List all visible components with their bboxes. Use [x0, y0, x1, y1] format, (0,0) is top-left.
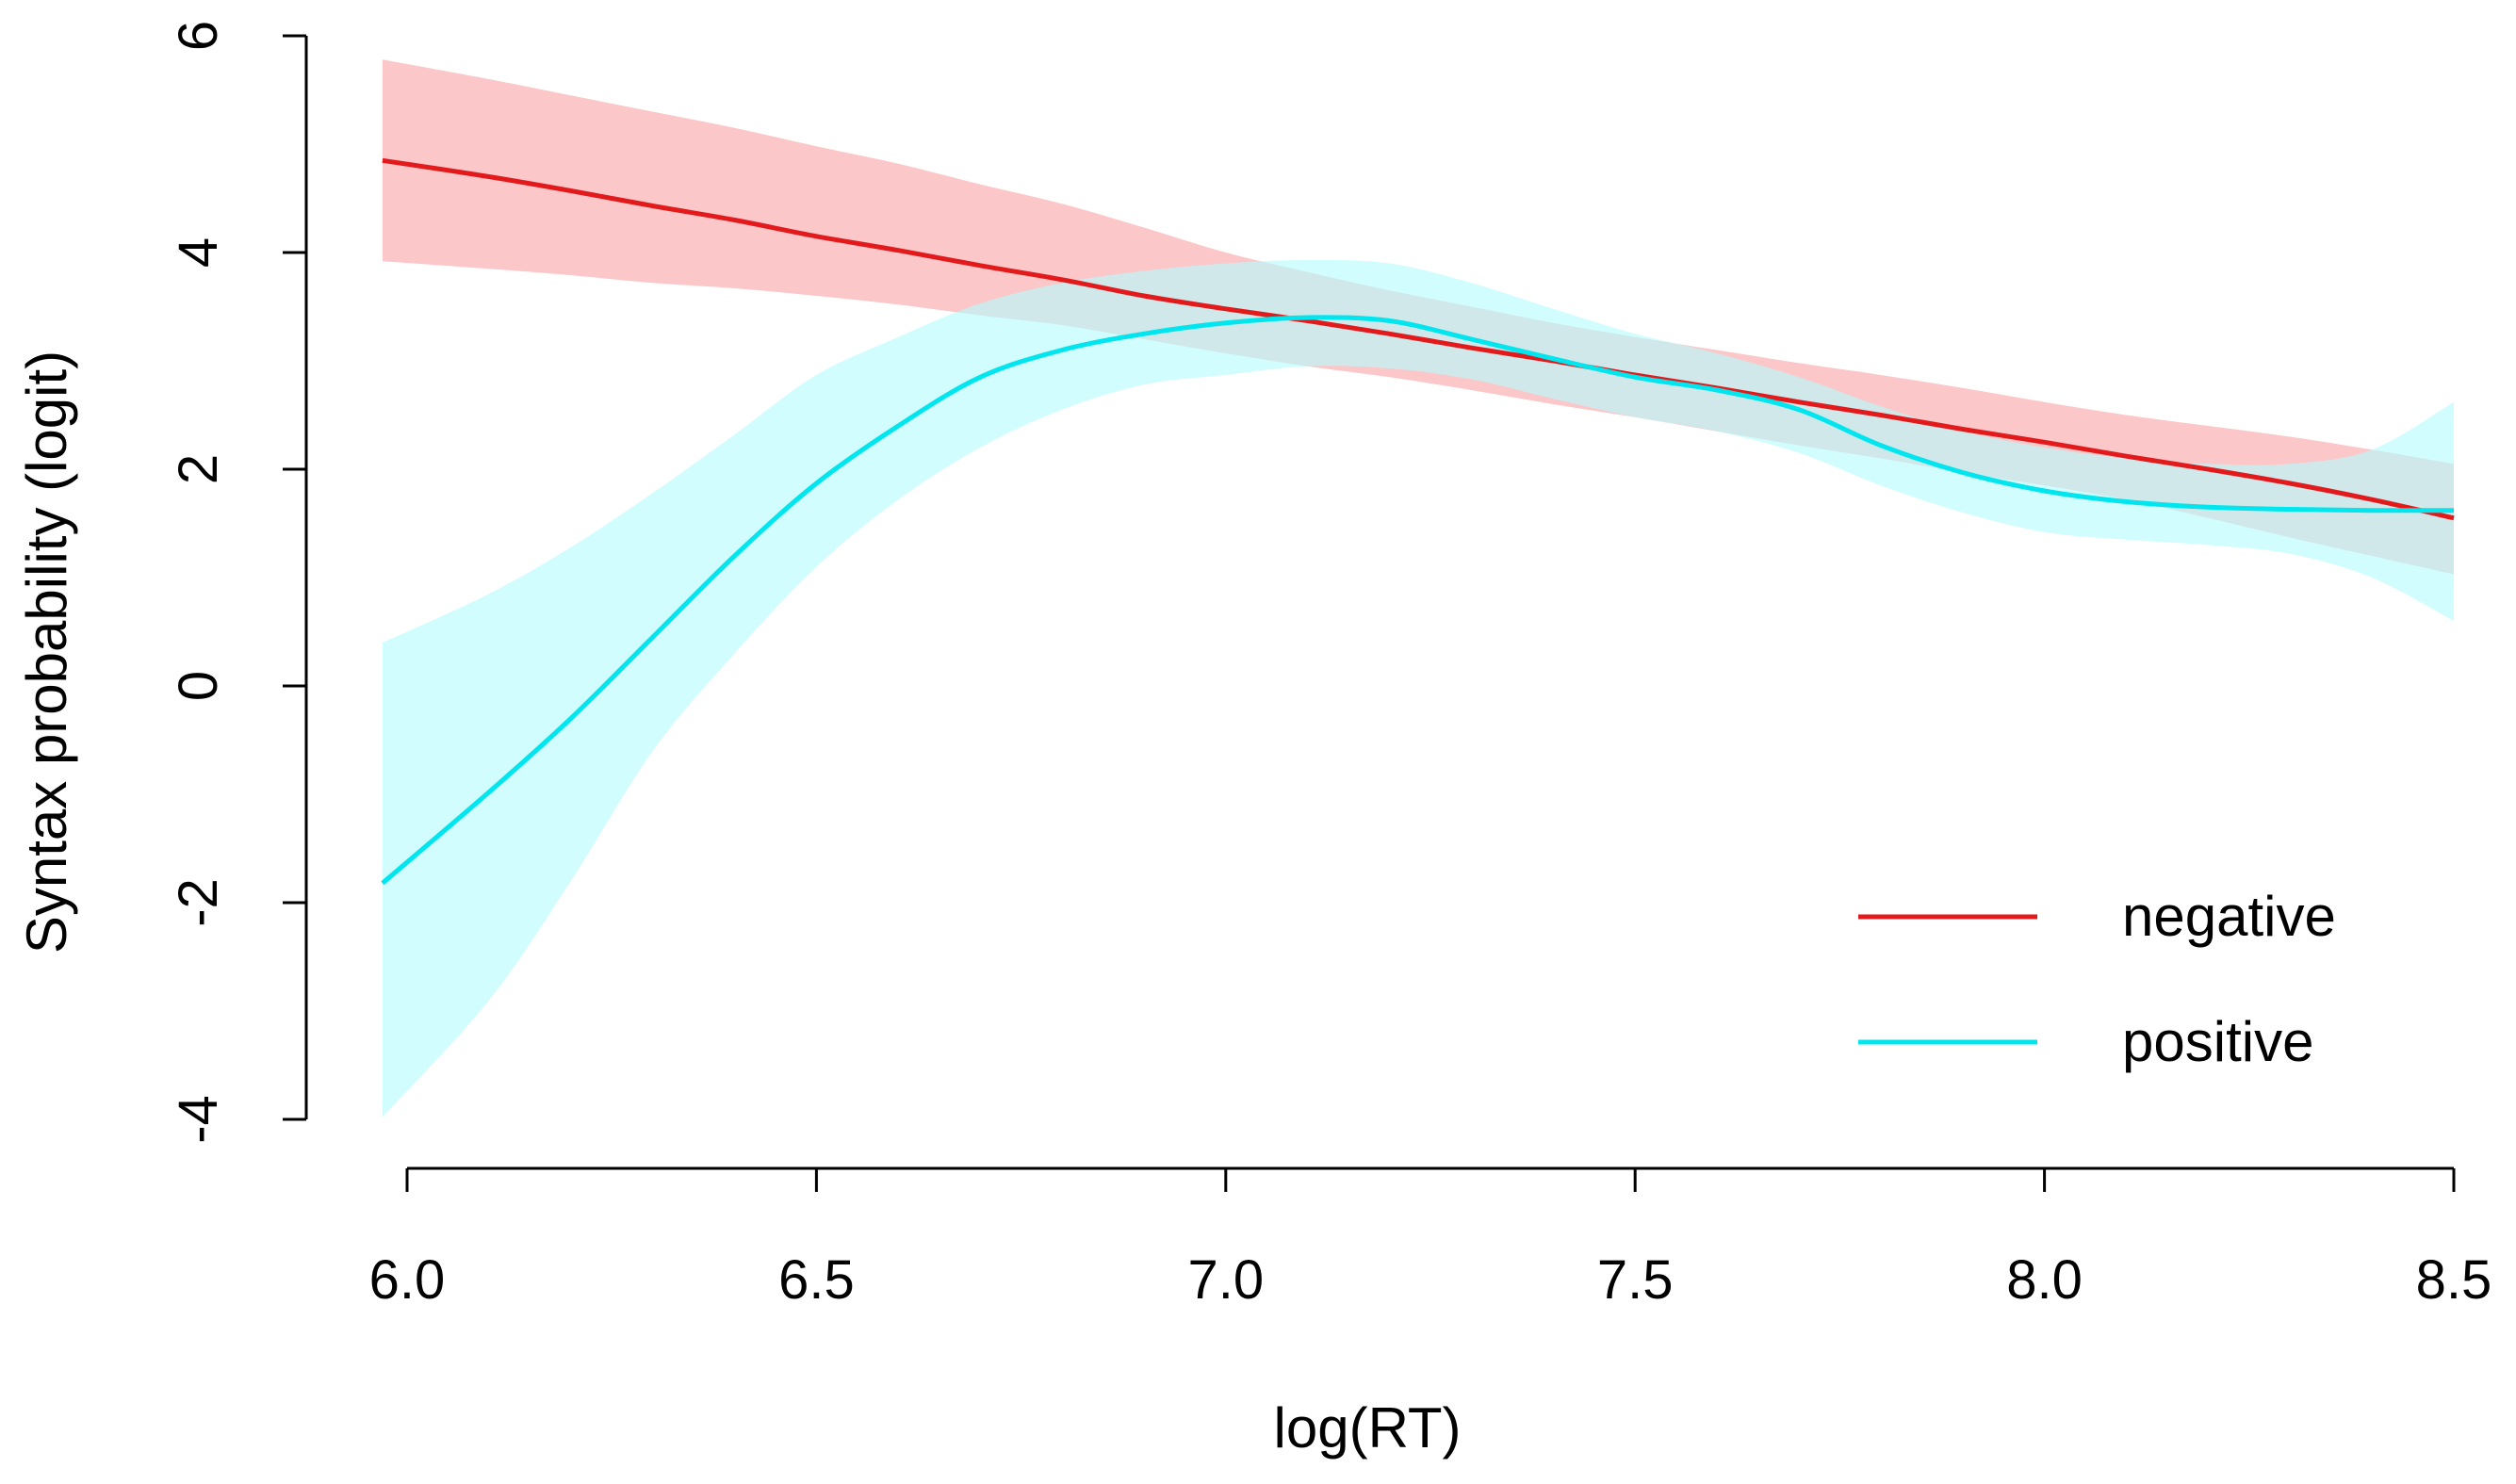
axes: -4 -2 0 2 4 6 6.0 6.5 7.0 7.5 8.0 8.5 [168, 21, 2491, 1311]
y-tick-label: 0 [168, 671, 229, 701]
x-tick-label: 7.5 [1597, 1249, 1674, 1311]
y-tick-label: -4 [168, 1095, 229, 1144]
y-tick-label: 6 [168, 21, 229, 51]
series-lines [381, 157, 2455, 886]
line-negative [382, 157, 2455, 521]
x-tick-label: 7.0 [1187, 1249, 1264, 1311]
line-positive [381, 315, 2455, 886]
y-tick-label: 4 [168, 237, 229, 268]
y-axis-title: Syntax probability (logit) [15, 351, 78, 954]
x-tick-label: 6.5 [778, 1249, 855, 1311]
confidence-bands [382, 59, 2455, 1117]
x-axis-title: log(RT) [1274, 1396, 1462, 1460]
legend: negative positive [1858, 885, 2336, 1073]
x-tick-label: 6.0 [369, 1249, 446, 1311]
y-tick-label: -2 [168, 878, 229, 927]
band-positive [382, 259, 2455, 1117]
legend-label-negative: negative [2122, 885, 2336, 948]
x-tick-label: 8.0 [2006, 1249, 2083, 1311]
x-tick-label: 8.5 [2416, 1249, 2492, 1311]
legend-label-positive: positive [2122, 1010, 2313, 1073]
y-tick-label: 2 [168, 454, 229, 484]
